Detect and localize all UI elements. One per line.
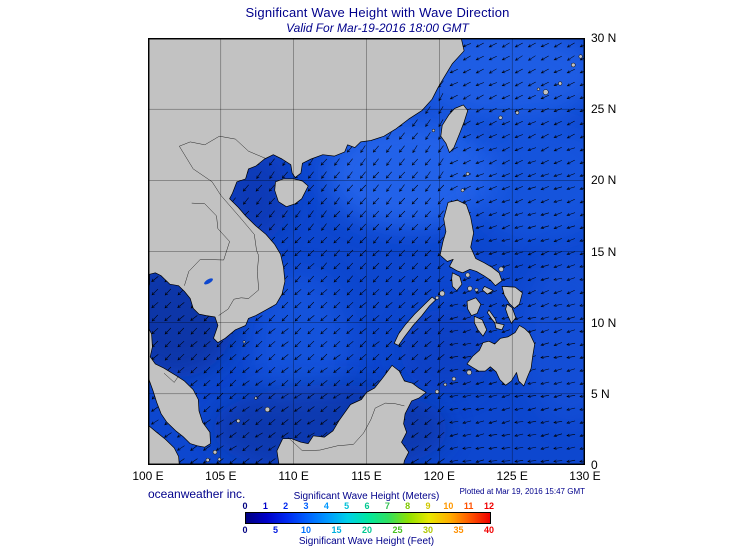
meters-tick-label: 10 — [443, 501, 454, 511]
meters-tick-label: 7 — [384, 501, 390, 511]
page-title: Significant Wave Height with Wave Direct… — [245, 5, 510, 20]
meters-tick-label: 0 — [242, 501, 248, 511]
wave-height-map — [148, 38, 585, 465]
feet-tick-label: 0 — [242, 525, 248, 535]
lat-tick-label: 15 N — [591, 244, 617, 259]
meters-tick-label: 5 — [344, 501, 350, 511]
meters-tick-label: 2 — [283, 501, 289, 511]
feet-tick-label: 10 — [300, 525, 311, 535]
feet-scale-label: Significant Wave Height (Feet) — [298, 536, 435, 547]
lon-tick-label: 115 E — [351, 469, 382, 483]
meters-scale-label: Significant Wave Height (Meters) — [293, 491, 440, 502]
feet-tick-label: 20 — [361, 525, 372, 535]
feet-tick-label: 40 — [483, 525, 494, 535]
valid-time-subtitle: Valid For Mar-19-2016 18:00 GMT — [286, 21, 469, 35]
plotted-timestamp: Plotted at Mar 19, 2016 15:47 GMT — [459, 487, 585, 496]
wave-height-colorbar — [245, 512, 491, 524]
lat-tick-label: 30 N — [591, 31, 617, 45]
lon-tick-label: 130 E — [569, 469, 601, 483]
meters-tick-label: 3 — [303, 501, 309, 511]
lat-tick-label: 25 N — [591, 102, 617, 117]
lat-tick-label: 5 N — [591, 386, 610, 401]
lon-tick-label: 100 E — [132, 469, 164, 483]
meters-tick-label: 6 — [364, 501, 370, 511]
lat-tick-label: 20 N — [591, 173, 617, 188]
lat-tick-label: 10 N — [591, 315, 617, 330]
lat-tick-label: 0 — [591, 458, 598, 472]
lon-tick-label: 105 E — [205, 469, 237, 483]
meters-tick-label: 12 — [483, 501, 494, 511]
meters-tick-label: 9 — [425, 501, 431, 511]
feet-tick-label: 30 — [422, 525, 433, 535]
meters-tick-label: 11 — [463, 501, 474, 511]
feet-tick-label: 25 — [392, 525, 403, 535]
feet-tick-label: 15 — [331, 525, 342, 535]
lon-tick-label: 125 E — [496, 469, 528, 483]
feet-tick-label: 35 — [453, 525, 464, 535]
feet-tick-label: 5 — [272, 525, 278, 535]
meters-tick-label: 8 — [405, 501, 411, 511]
lon-tick-label: 120 E — [423, 469, 455, 483]
meters-tick-label: 4 — [323, 501, 329, 511]
map-canvas — [148, 38, 585, 465]
lon-tick-label: 110 E — [278, 469, 309, 483]
meters-tick-label: 1 — [262, 501, 268, 511]
credit-text: oceanweather inc. — [148, 487, 246, 501]
